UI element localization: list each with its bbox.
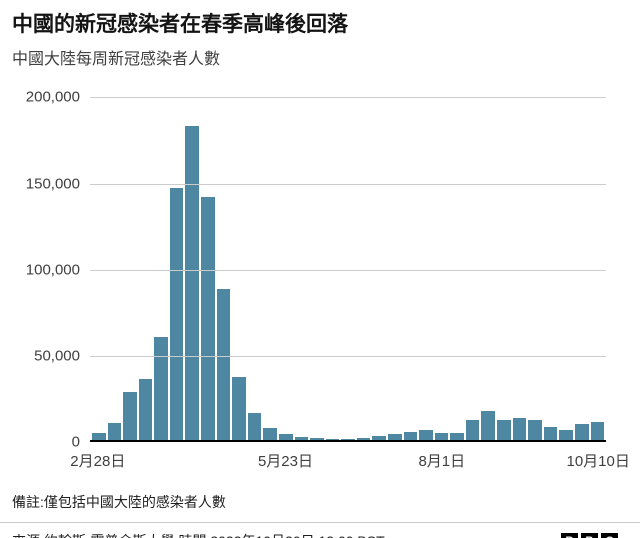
- footer-divider: [0, 522, 640, 524]
- plot-area: [90, 97, 606, 443]
- bar: [419, 429, 433, 441]
- source-text: 來源:約翰斯·霍普金斯大學;時間:2022年10月20日 12:00 BST: [12, 531, 385, 538]
- bar: [201, 196, 215, 441]
- bar: [92, 432, 106, 441]
- x-axis-label: 5月23日: [257, 453, 313, 471]
- bar: [372, 435, 386, 441]
- gridline: [90, 97, 606, 99]
- bbc-logo-letter: B: [581, 532, 598, 538]
- bbc-logo: B B C: [561, 532, 618, 538]
- y-axis-label: 150,000: [25, 175, 80, 192]
- bar: [232, 376, 246, 441]
- bar: [216, 289, 231, 441]
- bar: [107, 423, 122, 441]
- x-axis-label: 10月10日: [566, 453, 630, 471]
- chart-note: 備註:僅包括中國大陸的感染者人數: [12, 494, 226, 511]
- bar: [481, 411, 496, 441]
- source-row: 來源:約翰斯·霍普金斯大學;時間:2022年10月20日 12:00 BST B…: [12, 523, 628, 538]
- bar-chart: 200,000 150,000 100,000 50,000 0 2月28日 5月23日 8…: [12, 89, 630, 476]
- x-axis-baseline: [90, 440, 606, 443]
- bar: [138, 378, 153, 441]
- plot-column: 2月28日 5月23日 8月1日 10月10日: [70, 97, 630, 476]
- y-axis-label: 0: [71, 433, 80, 451]
- chart-subtitle: 中國大陸每周新冠感染者人數: [12, 51, 221, 69]
- bar: [465, 419, 480, 441]
- x-axis: 2月28日 5月23日 8月1日 10月10日: [70, 450, 630, 476]
- bar: [247, 412, 262, 441]
- bar: [325, 438, 340, 441]
- gridline: [90, 269, 606, 271]
- page-title: 中國的新冠感染者在春季高峰後回落: [12, 13, 348, 36]
- bar: [434, 432, 449, 441]
- bar: [590, 422, 605, 441]
- y-axis: 200,000 150,000 100,000 50,000 0: [12, 89, 90, 451]
- bar: [310, 438, 324, 441]
- gridline: [90, 356, 606, 357]
- bar: [559, 429, 573, 441]
- bar: [294, 436, 309, 441]
- bbc-logo-letter: C: [601, 532, 618, 538]
- bar: [528, 419, 542, 441]
- y-axis-label: 50,000: [34, 347, 80, 365]
- bar: [403, 431, 418, 441]
- bars-container: [92, 97, 605, 441]
- bar: [574, 423, 589, 441]
- gridline: [90, 183, 606, 185]
- x-axis-label: 2月28日: [70, 453, 126, 471]
- bar: [512, 417, 527, 441]
- bar: [123, 392, 137, 441]
- bar: [169, 188, 184, 441]
- bar: [543, 426, 558, 441]
- bar: [450, 433, 464, 441]
- x-axis-label: 8月1日: [418, 453, 466, 471]
- bar: [185, 126, 200, 441]
- y-axis-label: 100,000: [25, 261, 80, 279]
- bar: [387, 434, 402, 441]
- y-axis-label: 200,000: [25, 88, 80, 106]
- bar: [341, 438, 355, 441]
- bar: [263, 428, 277, 441]
- bar: [497, 419, 511, 441]
- bbc-logo-letter: B: [561, 532, 578, 538]
- bar: [154, 337, 168, 441]
- bar: [356, 438, 371, 441]
- bar: [278, 434, 293, 441]
